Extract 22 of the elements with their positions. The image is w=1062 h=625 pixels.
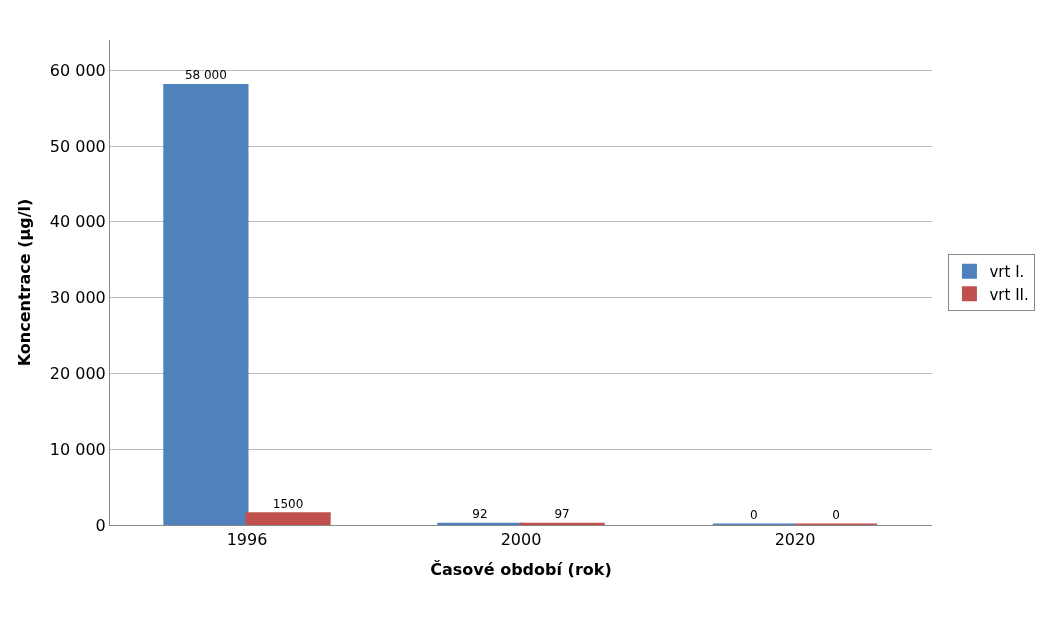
data-label: 0 <box>832 508 840 522</box>
bar <box>163 83 249 525</box>
y-tick-label: 10 000 <box>49 439 106 459</box>
bar <box>245 512 331 525</box>
y-axis-title: Koncentrace (µg/l) <box>14 198 34 367</box>
data-label: 92 <box>472 507 488 522</box>
legend-label: vrt II. <box>989 285 1029 304</box>
y-tick-label: 50 000 <box>49 136 106 156</box>
legend-label: vrt I. <box>989 263 1025 282</box>
x-tick-label: 2020 <box>774 530 816 550</box>
data-label: 1500 <box>272 496 304 511</box>
y-tick-label: 40 000 <box>49 212 106 232</box>
y-tick-label: 0 <box>95 515 106 535</box>
x-tick-label: 2000 <box>500 530 542 550</box>
data-label: 0 <box>750 508 758 522</box>
x-tick-label: 1996 <box>226 530 268 550</box>
y-tick-label: 30 000 <box>49 288 106 308</box>
data-label: 97 <box>554 507 570 522</box>
x-axis-title: Časové období (rok) <box>430 559 612 579</box>
data-label: 58 000 <box>184 68 227 83</box>
y-tick-label: 20 000 <box>49 364 106 384</box>
y-tick-label: 60 000 <box>49 60 106 80</box>
